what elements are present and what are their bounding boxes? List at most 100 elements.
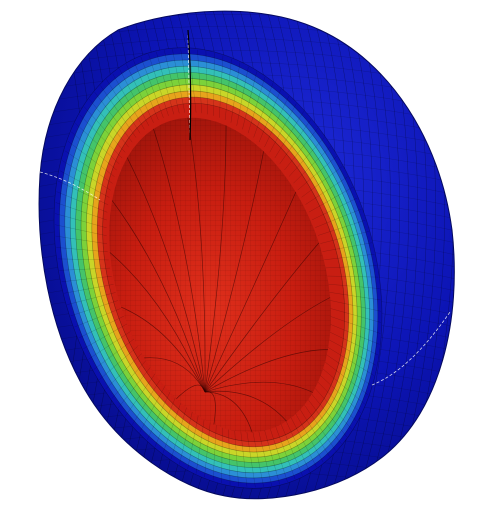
band-mesh-line [316,371,362,414]
band-mesh-line [230,62,241,123]
band-mesh-line [55,235,108,244]
band-mesh-line [253,82,274,138]
band-mesh-line [284,128,318,171]
band-mesh-line [288,137,325,177]
band-mesh-line [247,76,266,134]
band-mesh-line [61,276,112,283]
mesh-seam-lines [39,29,451,386]
band-mesh-line [170,402,189,460]
band-mesh-line [156,51,175,115]
inner-fine-mesh [109,117,331,433]
band-mesh-line [297,156,337,191]
band-mesh-line [118,365,152,408]
band-mesh-line [88,98,129,148]
band-mesh-line [313,377,357,422]
band-mesh-line [319,365,365,405]
band-mesh-line [315,208,362,228]
shell-longitude-line [336,11,382,499]
band-mesh-line [112,73,145,130]
band-mesh-line [277,415,303,476]
band-mesh-line [329,315,381,334]
band-mesh-line [233,422,239,487]
band-mesh-line [56,191,108,213]
band-mesh-line [321,359,369,396]
band-mesh-line [219,55,224,118]
band-mesh-line [305,176,348,205]
band-mesh-line [79,114,123,159]
band-mesh-line [239,423,248,488]
band-mesh-line [57,258,109,261]
band-mesh-line [274,111,304,159]
band-mesh-line [187,410,200,470]
band-mesh-line [94,91,133,143]
band-mesh-line [258,89,282,143]
band-mesh-line [326,338,377,366]
band-mesh-line [328,283,380,289]
band-mesh-line [325,345,375,376]
band-mesh-line [164,50,180,114]
band-mesh-line [74,308,121,328]
band-mesh-line [261,421,280,485]
band-mesh-line [83,323,128,349]
band-mesh-line [291,406,324,463]
band-mesh-line [59,267,111,271]
band-mesh-line [55,224,107,236]
band-mesh-line [204,415,212,478]
band-mesh-line [148,53,169,116]
band-mesh-line [70,300,119,317]
band-mesh-line [245,423,256,488]
symmetry-seam [187,29,192,141]
band-mesh-line [71,131,117,171]
band-mesh-line [325,265,377,269]
band-mesh-line [59,170,110,198]
band-mesh-line [205,51,208,115]
band-mesh-line [212,418,217,481]
band-mesh-line [269,103,297,153]
band-mesh-line [197,49,203,114]
band-mesh-line [162,398,183,454]
band-mesh-line [213,53,215,116]
band-mesh-line [329,300,381,312]
band-mesh-line [99,345,139,380]
band-mesh-line [88,331,131,360]
band-mesh-line [172,49,185,113]
band-mesh-line [328,323,380,345]
band-mesh-line [317,219,366,236]
seam-line [371,311,451,386]
band-mesh-line [323,352,372,386]
band-mesh-line [267,420,288,483]
band-mesh-line [140,56,164,118]
band-mesh-line [272,418,296,480]
band-mesh-line [308,187,353,213]
band-mesh-line [126,64,154,123]
band-mesh-line [327,275,379,278]
band-mesh-line [100,85,137,138]
band-mesh-line [180,48,191,113]
band-mesh-line [74,122,120,165]
band-mesh-line [307,388,348,438]
band-mesh-line [236,66,249,126]
band-mesh-line [93,338,135,370]
band-mesh-line [139,383,167,433]
band-mesh-line [329,307,381,323]
band-mesh-line [279,119,312,164]
band-mesh-line [132,377,162,425]
band-mesh-line [106,79,141,134]
band-mesh-line [56,247,108,253]
band-mesh-line [301,166,343,198]
band-mesh-line [295,402,330,457]
band-mesh-line [124,372,157,417]
band-mesh-line [67,140,115,177]
band-mesh-line [251,423,264,487]
band-mesh-line [312,197,358,221]
band-mesh-line [111,359,148,399]
band-mesh-line [221,420,223,483]
seam-line [39,171,101,201]
seam-line [187,34,191,136]
band-mesh-line [320,231,369,244]
band-mesh-line [299,398,336,451]
band-mesh-line [57,180,109,205]
band-mesh-line [293,146,331,184]
